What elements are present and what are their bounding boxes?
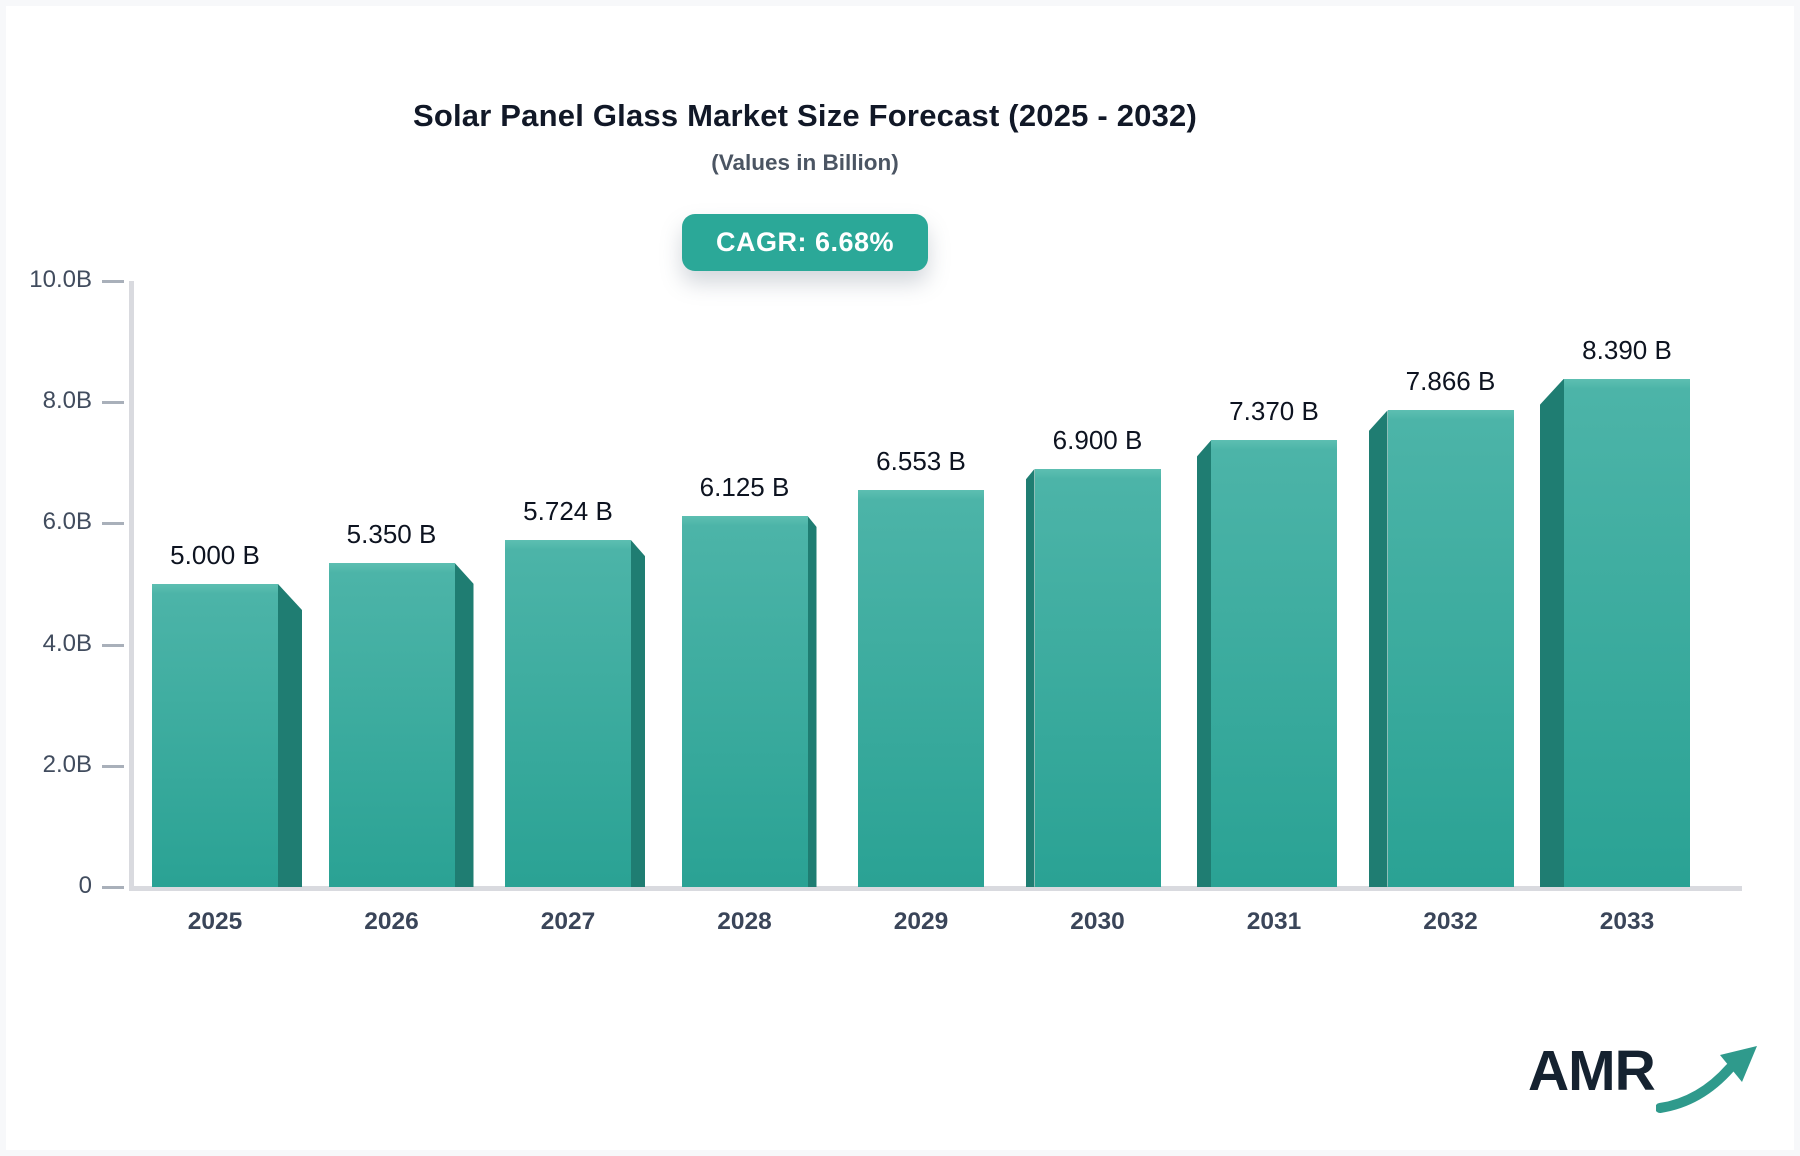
bar-side-2032 [1368,410,1388,887]
bar-value-label-2030: 6.900 B [1052,424,1143,455]
bar-2033 [1564,378,1690,887]
x-tick-label-2026: 2026 [364,908,419,935]
y-tick-label: 10.0B [29,266,92,293]
bar-2028 [681,515,808,887]
y-tick-mark [102,643,124,647]
bar-side-2025 [278,584,302,887]
y-tick-label: 8.0B [42,387,92,415]
bar-2031 [1211,440,1337,887]
chart-title: Solar Panel Glass Market Size Forecast (… [412,98,1198,133]
x-axis-line [129,886,1742,891]
bar-side-2030 [1025,468,1035,887]
y-tick-mark [102,280,124,283]
y-axis-line [129,281,134,891]
bar-side-2026 [454,562,474,887]
x-tick-label-2027: 2027 [540,908,596,935]
bar-2032 [1387,410,1514,887]
amr-logo-text: AMR [1528,1039,1656,1103]
bar-side-2028 [807,515,817,887]
bar-value-label-2032: 7.866 B [1405,366,1496,397]
trend-up-arrow-icon [1656,1046,1757,1113]
x-tick-label-2032: 2032 [1423,908,1478,935]
y-tick-mark [102,886,124,889]
bar-2029 [858,489,984,887]
x-tick-label-2029: 2029 [893,908,949,935]
cagr-badge: CAGR: 6.68% [681,214,929,271]
y-tick-mark [102,522,124,526]
y-tick-label: 4.0B [42,629,92,657]
y-tick-label: 6.0B [42,508,92,536]
y-tick-mark [102,764,124,768]
bar-side-2031 [1197,440,1211,887]
x-tick-label-2030: 2030 [1070,908,1125,935]
x-tick-label-2025: 2025 [187,908,243,935]
bar-2027 [505,540,631,887]
bar-value-label-2028: 6.125 B [699,471,790,502]
bar-side-2033 [1540,378,1564,887]
chart-header: Solar Panel Glass Market Size Forecast (… [0,0,1610,271]
x-tick-label-2031: 2031 [1246,908,1302,935]
y-tick-label: 2.0B [42,750,92,778]
bar-value-label-2025: 5.000 B [170,540,260,570]
bar-value-label-2027: 5.724 B [523,496,613,527]
bar-2026 [328,562,455,887]
y-tick-mark [102,401,124,405]
bar-value-label-2026: 5.350 B [346,518,437,549]
y-tick-label: 0 [78,872,92,899]
bar-2030 [1034,468,1161,887]
bar-value-label-2031: 7.370 B [1229,396,1319,427]
bar-side-2027 [631,540,645,887]
bar-value-label-2029: 6.553 B [876,445,966,476]
chart-subtitle: (Values in Billion) [711,150,899,175]
amr-logo: AMR [1528,1036,1758,1116]
x-tick-label-2033: 2033 [1599,908,1655,935]
x-tick-label-2028: 2028 [717,908,772,935]
bar-value-label-2033: 8.390 B [1582,334,1672,365]
bar-2025 [152,584,278,887]
